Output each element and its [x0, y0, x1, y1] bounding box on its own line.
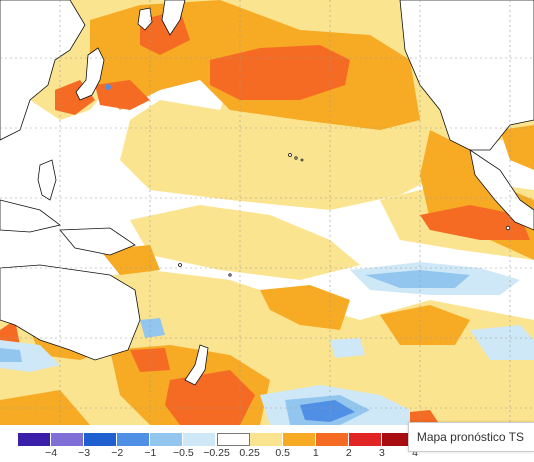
legend-swatch-0: [18, 433, 52, 446]
legend-tick-label: −1: [144, 447, 157, 459]
legend-tick-label: 3: [378, 447, 385, 459]
legend-tick-label: 0.25: [239, 447, 260, 459]
legend-swatch-8: [282, 433, 316, 446]
legend-swatch-6: [216, 433, 250, 446]
graticule: [0, 0, 534, 425]
legend-tick-label: 0.5: [275, 447, 290, 459]
legend-swatch-2: [84, 433, 118, 446]
legend-tick-label: 4: [412, 447, 418, 459]
legend-swatch-3: [117, 433, 151, 446]
landmasses: [0, 0, 534, 386]
legend-swatch-10: [348, 433, 382, 446]
legend-swatch-9: [315, 433, 349, 446]
legend-tick-label: −0.25: [203, 447, 230, 459]
legend-tick-label: 2: [345, 447, 352, 459]
legend-swatch-4: [150, 433, 184, 446]
legend-swatch-7: [249, 433, 283, 446]
legend-swatch-1: [51, 433, 85, 446]
legend-swatch-5: [183, 433, 217, 446]
legend-tick-label: −3: [78, 447, 91, 459]
legend-tick-label: −4: [45, 447, 58, 459]
map-caption: Mapa pronóstico TS: [407, 422, 534, 452]
forecast-map: [0, 0, 534, 425]
legend-tick-label: −2: [111, 447, 124, 459]
legend-tick-label: −0.5: [173, 447, 194, 459]
legend-tick-label: 1: [312, 447, 319, 459]
